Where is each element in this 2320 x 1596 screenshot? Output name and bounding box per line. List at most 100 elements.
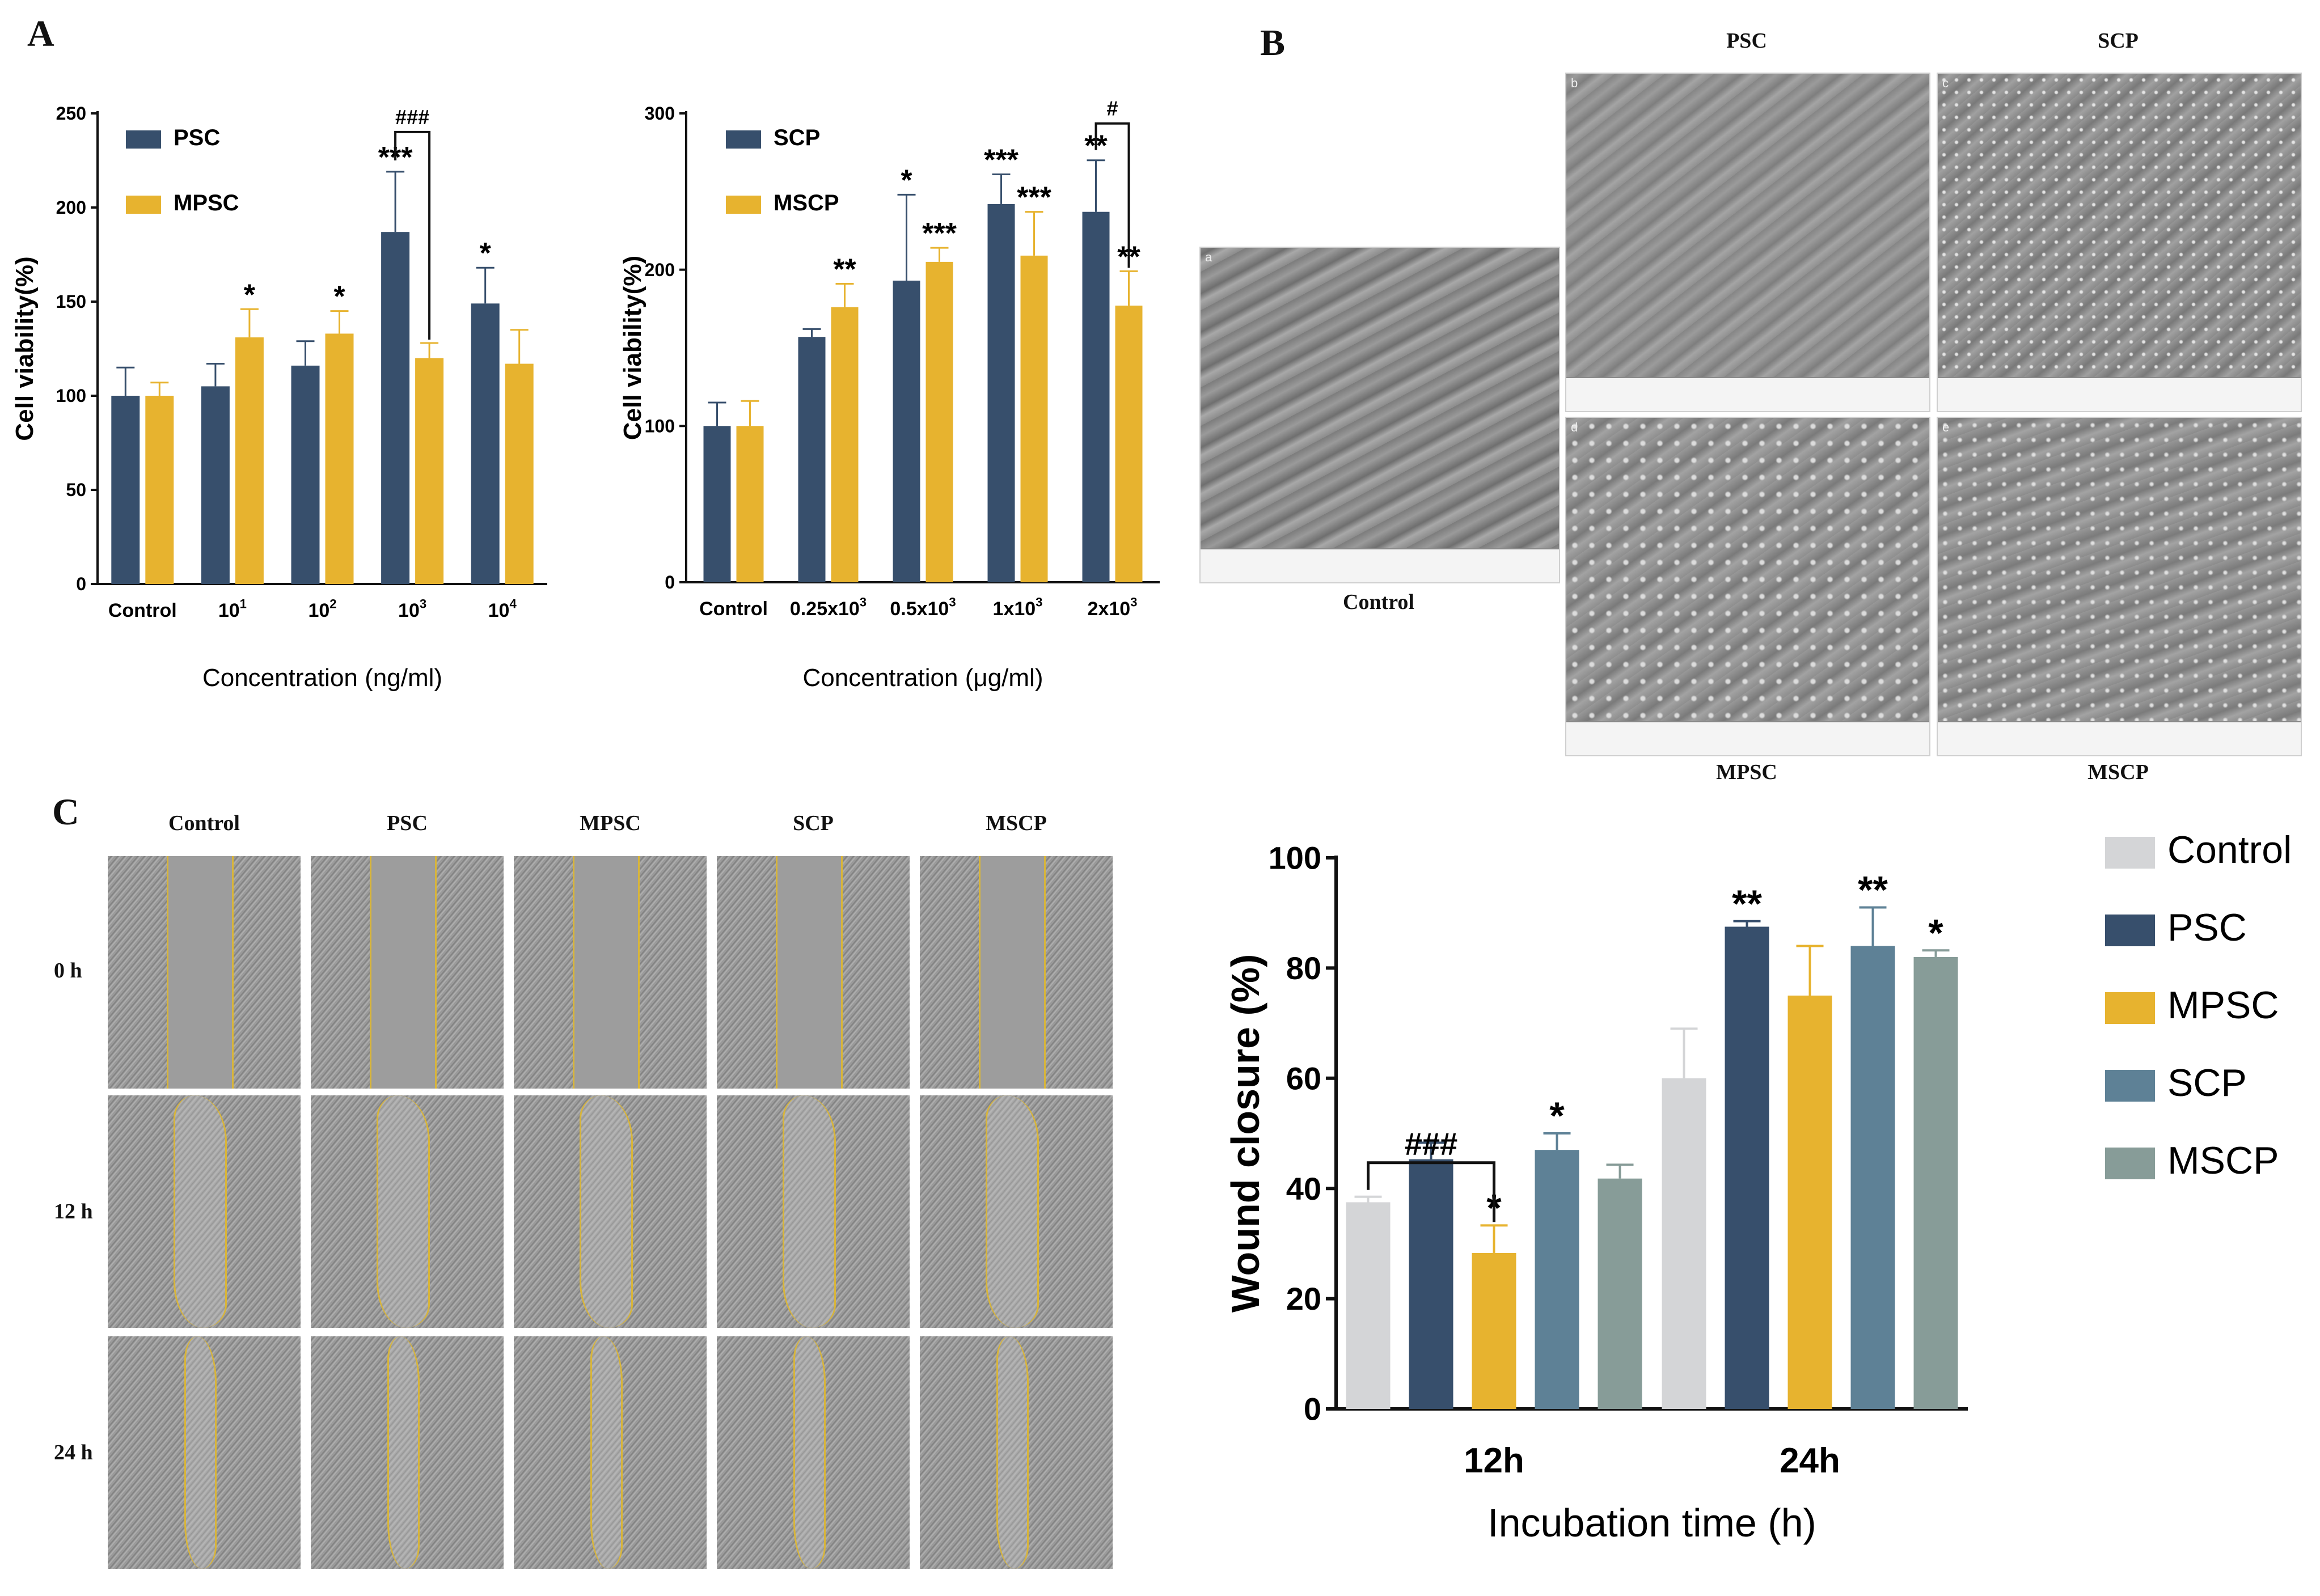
legend-label-mscp: MSCP bbox=[774, 190, 839, 215]
wound-image bbox=[108, 1336, 301, 1569]
scratch-gap bbox=[572, 856, 640, 1089]
scratch-gap bbox=[996, 1336, 1029, 1569]
legend-label-mscp: MSCP bbox=[2167, 1139, 2279, 1182]
significance-mark: * bbox=[480, 237, 492, 270]
wound-image bbox=[920, 1336, 1113, 1569]
bar-scp bbox=[893, 280, 920, 582]
x-tick-label: 0.5x103 bbox=[890, 595, 956, 620]
wound-image bbox=[514, 1095, 707, 1328]
y-axis-title: Wound closure (%) bbox=[1223, 954, 1267, 1313]
significance-mark: *** bbox=[984, 144, 1019, 177]
bar-scp bbox=[703, 426, 731, 582]
y-tick-label: 50 bbox=[66, 480, 86, 500]
x-tick-label: 1x103 bbox=[993, 595, 1043, 620]
bar-psc bbox=[1409, 1159, 1453, 1409]
legend-label-psc: PSC bbox=[174, 125, 220, 150]
significance-mark: *** bbox=[922, 217, 957, 250]
bar-mpsc bbox=[1472, 1252, 1516, 1409]
wound-image bbox=[311, 1336, 504, 1569]
significance-mark: *** bbox=[1017, 181, 1051, 214]
scratch-gap bbox=[184, 1336, 217, 1569]
bar-mpsc bbox=[505, 363, 534, 584]
y-tick-label: 40 bbox=[1286, 1171, 1321, 1206]
significance-mark: ** bbox=[1858, 868, 1888, 911]
x-axis-title: Incubation time (h) bbox=[1487, 1501, 1816, 1545]
significance-mark: * bbox=[244, 278, 256, 311]
y-tick-label: 0 bbox=[665, 572, 675, 592]
y-tick-label: 300 bbox=[645, 103, 675, 124]
y-tick-label: 80 bbox=[1286, 950, 1321, 986]
scratch-gap bbox=[173, 1095, 227, 1328]
x-tick-label: 102 bbox=[308, 597, 336, 621]
x-tick-label: 103 bbox=[398, 597, 426, 621]
wound-image bbox=[717, 856, 910, 1089]
bar-mscp bbox=[1020, 255, 1048, 582]
y-tick-label: 100 bbox=[56, 386, 86, 406]
scratch-gap bbox=[775, 856, 843, 1089]
wound-image bbox=[108, 1095, 301, 1328]
wound-col-header-mscp: MSCP bbox=[986, 811, 1047, 835]
wound-image bbox=[920, 856, 1113, 1089]
legend-label-mpsc: MPSC bbox=[2167, 984, 2279, 1027]
legend-swatch-scp bbox=[726, 130, 761, 149]
wound-image bbox=[311, 856, 504, 1089]
wound-row-header-0h: 0 h bbox=[54, 959, 82, 983]
bar-mpsc bbox=[145, 396, 174, 584]
legend-swatch-mscp bbox=[726, 196, 761, 214]
scratch-gap bbox=[579, 1095, 633, 1328]
bar-scp bbox=[1535, 1150, 1579, 1409]
x-tick-label: 104 bbox=[488, 597, 517, 621]
bar-mscp bbox=[1913, 956, 1958, 1409]
legend-swatch-scp bbox=[2105, 1070, 2155, 1102]
legend-swatch-control bbox=[2105, 837, 2155, 869]
x-tick-label: 0.25x103 bbox=[790, 595, 867, 620]
wound-row-header-24h: 24 h bbox=[54, 1441, 93, 1464]
bar-psc bbox=[471, 303, 500, 584]
y-tick-label: 0 bbox=[1304, 1391, 1321, 1427]
y-tick-label: 60 bbox=[1286, 1060, 1321, 1096]
bar-mscp bbox=[1598, 1178, 1642, 1409]
wound-image bbox=[920, 1095, 1113, 1328]
wound-image bbox=[108, 856, 301, 1089]
bar-psc bbox=[291, 365, 320, 584]
sem-label-c: c bbox=[1942, 76, 1949, 90]
significance-mark: ** bbox=[1732, 882, 1762, 925]
significance-mark: ** bbox=[833, 253, 856, 286]
y-axis-title: Cell viability(%) bbox=[619, 256, 646, 440]
bar-mscp bbox=[831, 307, 859, 582]
y-axis-title: Cell viability(%) bbox=[11, 256, 39, 441]
y-tick-label: 200 bbox=[56, 197, 86, 218]
legend-swatch-mscp bbox=[2105, 1148, 2155, 1179]
legend-swatch-mpsc bbox=[126, 196, 161, 214]
bar-scp bbox=[1850, 946, 1895, 1409]
bar-mpsc bbox=[325, 333, 354, 584]
sem-image-control: a bbox=[1199, 247, 1560, 583]
scratch-gap bbox=[590, 1336, 623, 1569]
y-tick-label: 0 bbox=[76, 574, 86, 594]
panel-letter-b: B bbox=[1260, 22, 1286, 63]
sem-info-bar bbox=[1566, 377, 1929, 411]
bar-psc bbox=[201, 386, 230, 584]
sem-col-header-scp: SCP bbox=[2098, 29, 2139, 53]
x-tick-label: 12h bbox=[1464, 1441, 1524, 1480]
wound-col-header-scp: SCP bbox=[793, 811, 834, 835]
significance-mark: * bbox=[1549, 1094, 1565, 1137]
sem-label-d: d bbox=[1571, 420, 1578, 434]
bracket-line bbox=[394, 130, 431, 340]
x-tick-label: 24h bbox=[1780, 1441, 1840, 1480]
bar-control bbox=[1662, 1078, 1706, 1409]
bracket-label: ### bbox=[1405, 1126, 1457, 1162]
legend-label-mpsc: MPSC bbox=[174, 190, 239, 215]
sem-info-bar bbox=[1201, 548, 1559, 582]
wound-image bbox=[514, 1336, 707, 1569]
sem-info-bar bbox=[1938, 377, 2301, 411]
x-tick-label: Control bbox=[108, 600, 177, 621]
sem-col-header-psc: PSC bbox=[1726, 29, 1767, 53]
bar-psc bbox=[111, 396, 140, 584]
y-tick-label: 100 bbox=[645, 416, 675, 437]
y-tick-label: 250 bbox=[56, 103, 86, 124]
significance-mark: * bbox=[1928, 911, 1943, 954]
bracket-label: ### bbox=[395, 105, 429, 129]
sem-info-bar bbox=[1566, 721, 1929, 755]
